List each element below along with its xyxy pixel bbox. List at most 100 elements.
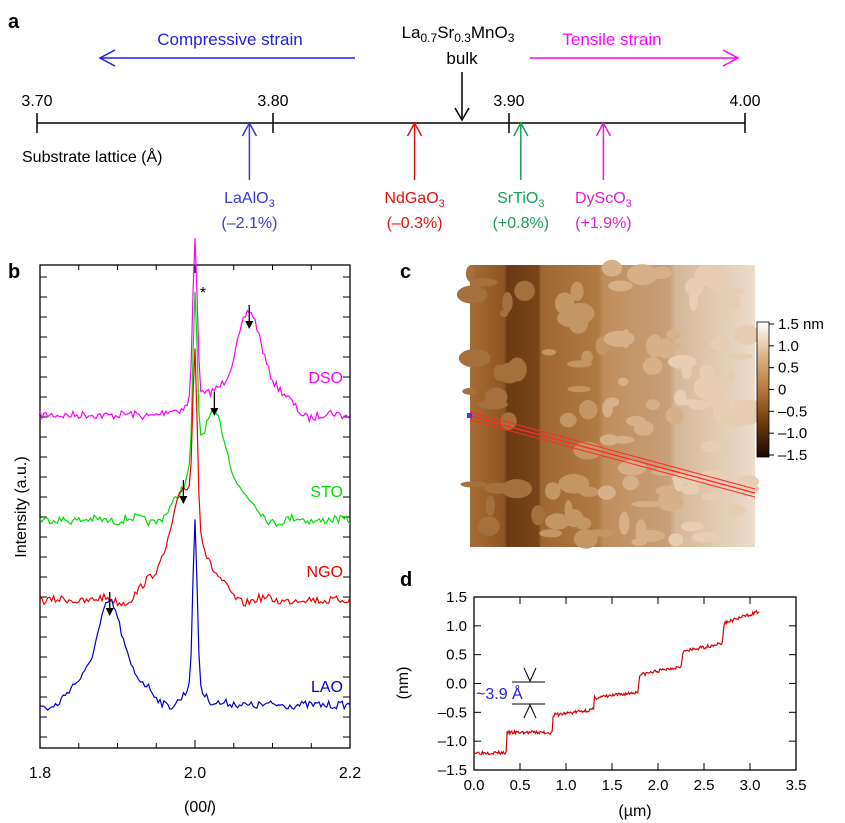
xrd-curve-lao [39,519,351,712]
afm-island [706,396,727,407]
y-tick-label: –1.0 [438,733,467,750]
panel-c: c [400,259,824,549]
afm-island [477,399,508,410]
afm-island [737,475,760,489]
bulk-arrowhead [454,107,470,122]
substrate-name: DyScO3 [575,190,632,210]
substrate-arrowhead [595,121,612,137]
afm-island [559,412,577,428]
afm-island [465,265,475,282]
profile-xlabel: (µm) [618,803,651,820]
x-tick-label: 2.2 [339,765,361,782]
xrd-curves: DSO STO NGO LAO [39,237,351,712]
afm-island [502,292,513,313]
substrate-strain: (+0.8%) [493,215,549,232]
colorbar-tick-label: 0.5 [778,360,799,377]
compressive-arrowhead [98,49,116,67]
xrd-y-minor-ticks [40,276,350,738]
afm-island [723,353,754,360]
substrate-markers: LaAlO3 (–2.1%) NdGaO3 (–0.3%) SrTiO3 (+0.8%) D… [221,121,632,232]
xrd-x-ticks: 1.8 2.0 2.2 [29,265,361,782]
afm-island [651,266,672,280]
series-label: STO [310,484,343,501]
colorbar-tick-label: –1.5 [778,447,807,464]
afm-island [499,309,509,318]
substrate-strain: (–0.3%) [387,215,443,232]
y-tick-label: –0.5 [438,704,467,721]
afm-island [599,434,619,446]
xrd-curve-sto [39,291,351,528]
afm-island [635,529,665,542]
x-tick-label: 1.8 [29,765,51,782]
afm-island [721,503,747,517]
bulk-word: bulk [446,49,478,68]
afm-island [729,295,741,310]
substrate-strain: (+1.9%) [575,215,631,232]
afm-island [713,403,724,421]
panel-b-label: b [8,261,20,283]
afm-island [610,435,635,444]
substrate-arrowhead [241,121,258,137]
afm-island [570,281,584,301]
afm-islands [456,259,761,549]
afm-island [485,495,496,516]
series-label: DSO [308,370,343,387]
afm-island [545,482,561,500]
afm-island [710,337,730,352]
afm-island [621,329,631,349]
afm-island [507,357,527,382]
profile-ylabel: (nm) [395,667,412,700]
substrate-name: SrTiO3 [497,190,544,210]
afm-island [493,364,506,381]
afm-island [531,505,546,526]
afm-line-profile-1 [469,415,756,494]
afm-island [701,440,722,453]
series-label: LAO [311,679,343,696]
afm-island [579,400,598,420]
tensile-arrowhead [722,49,740,67]
afm-island [477,516,500,537]
afm-island [691,532,722,543]
afm-island [685,278,704,297]
lattice-tick-label: 3.80 [257,93,288,110]
lattice-axis-label: Substrate lattice (Å) [22,147,163,166]
afm-island [567,386,591,393]
step-arrow-up [523,703,537,719]
afm-island [681,484,699,495]
xrd-curve-ngo [39,348,351,607]
afm-island [458,349,491,368]
afm-island [733,325,760,345]
afm-island [501,479,533,499]
afm-island [680,521,704,532]
xrd-ylabel: Intensity (a.u.) [13,456,30,557]
film-peak-arrowhead [245,321,254,329]
substrate-strain: (–2.1%) [221,215,277,232]
profile-start-marker [467,413,472,418]
afm-island [617,460,647,476]
afm-island [646,399,660,410]
lattice-axis-ticks: 3.70 3.80 3.90 4.00 [21,93,761,133]
step-height-annotation: ~3.9 Å [476,684,523,703]
afm-island [573,529,598,549]
afm-island [539,529,563,538]
afm-island [462,387,478,395]
height-profile-curve [473,609,760,756]
afm-island [725,370,735,383]
film-peak-arrowhead [179,496,188,504]
afm-island [666,329,681,340]
substrate-peak-star: * [200,285,206,302]
afm-line-profile-2 [469,411,756,490]
x-tick-label: 2.5 [694,777,715,794]
afm-island [619,511,630,536]
y-tick-label: 0.5 [446,647,467,664]
afm-island [657,493,684,512]
afm-island [456,285,488,304]
panel-a: a Compressive strain Tensile strain La0.… [8,11,761,232]
substrate-name: NdGaO3 [384,190,444,210]
compressive-label: Compressive strain [157,30,303,49]
afm-island [668,533,684,547]
y-tick-label: 0.0 [446,676,467,693]
afm-island [718,418,730,428]
profile-plot-frame [473,596,797,771]
